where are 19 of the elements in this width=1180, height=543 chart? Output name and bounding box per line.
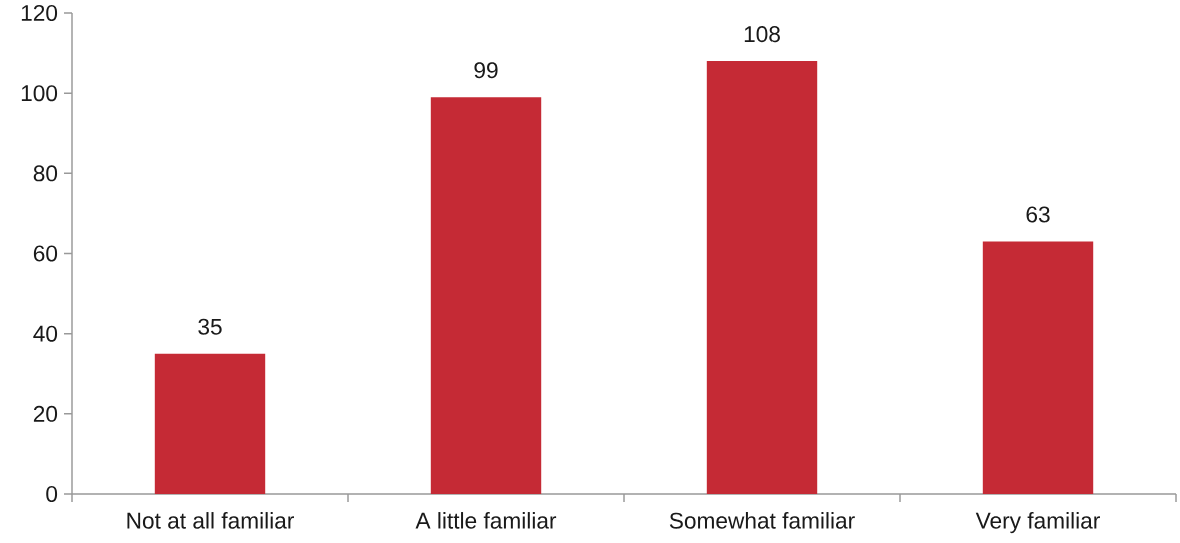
y-tick-label: 60 [33,245,58,262]
x-tick-label: Very familiar [975,512,1100,534]
data-label: 63 [1026,206,1050,223]
bar [706,61,818,494]
data-label: 99 [474,62,498,79]
data-label: 108 [744,26,780,43]
y-tick-label: 80 [33,165,58,182]
bar [982,241,1094,494]
x-tick-label: Somewhat familiar [669,512,855,529]
bar [430,97,542,494]
x-tick-label: A little familiar [415,512,557,529]
y-tick-label: 100 [21,85,58,102]
bar [154,353,266,494]
y-tick-label: 20 [33,405,58,422]
x-tick-label: Not at all familiar [127,512,294,529]
data-label: 35 [198,318,222,335]
y-tick-label: 120 [21,4,58,22]
y-tick-label: 0 [46,485,58,503]
y-tick-label: 40 [33,325,58,342]
